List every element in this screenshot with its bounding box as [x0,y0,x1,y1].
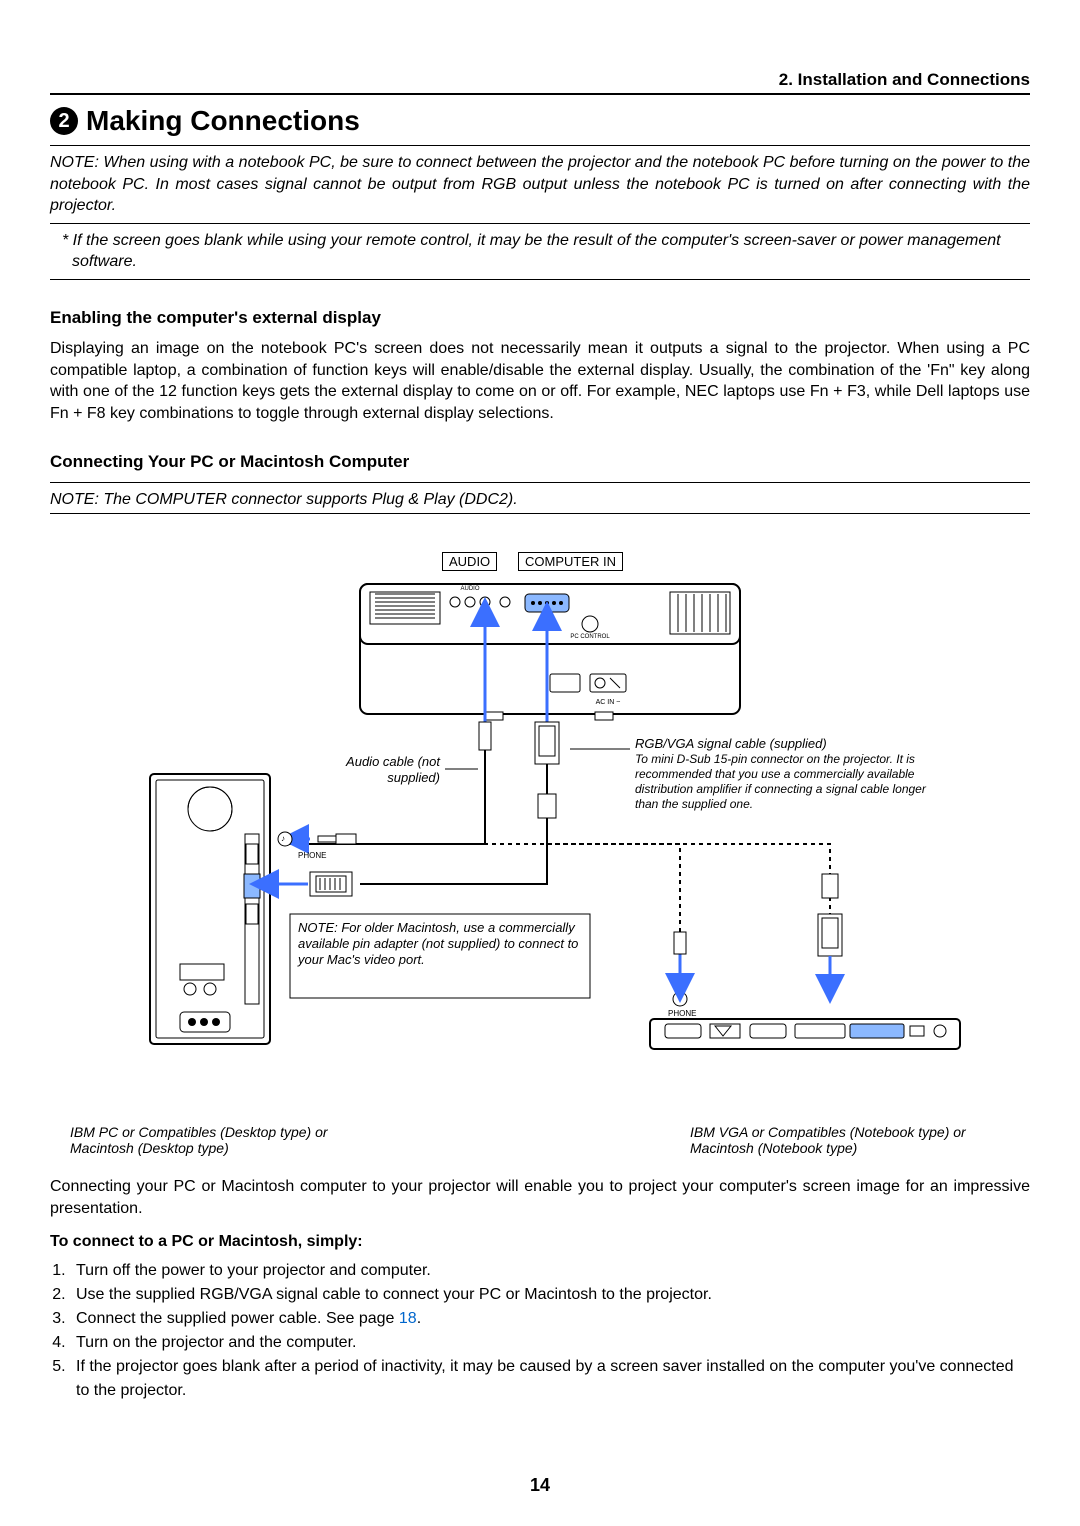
step-2: Use the supplied RGB/VGA signal cable to… [70,1283,1030,1307]
step-5: If the projector goes blank after a peri… [70,1355,1030,1403]
svg-text:PHONE: PHONE [298,851,326,860]
divider [50,279,1030,280]
caption-left: IBM PC or Compatibles (Desktop type) or … [70,1124,390,1156]
svg-text:♪: ♪ [678,994,682,1003]
step-3-text: Connect the supplied power cable. See pa… [76,1310,399,1327]
connect-heading: To connect to a PC or Macintosh, simply: [50,1231,1030,1253]
rgb-title: RGB/VGA signal cable (supplied) [635,736,935,752]
step-4: Turn on the projector and the computer. [70,1331,1030,1355]
chapter-header: 2. Installation and Connections [50,70,1030,95]
step-1: Turn off the power to your projector and… [70,1259,1030,1283]
section-number-icon: 2 [50,107,78,135]
note-ddc2: NOTE: The COMPUTER connector supports Pl… [50,489,1030,511]
note-sub: * If the screen goes blank while using y… [50,230,1030,273]
divider [50,513,1030,514]
rgb-body: To mini D-Sub 15-pin connector on the pr… [635,752,935,812]
svg-text:AUDIO: AUDIO [460,586,479,592]
mac-note: NOTE: For older Macintosh, use a commerc… [298,920,582,969]
label-computer-in: COMPUTER IN [518,552,623,571]
page-number: 14 [0,1475,1080,1496]
body-connecting: Connecting your PC or Macintosh computer… [50,1176,1030,1219]
connection-diagram: PC CONTROL AUDIO AC IN ~ [50,544,1030,1104]
diagram-captions: IBM PC or Compatibles (Desktop type) or … [70,1124,1010,1156]
label-audio-cable: Audio cable (not supplied) [330,754,440,787]
caption-right: IBM VGA or Compatibles (Notebook type) o… [690,1124,1010,1156]
step-3: Connect the supplied power cable. See pa… [70,1307,1030,1331]
divider [50,482,1030,483]
note-main: NOTE: When using with a notebook PC, be … [50,152,1030,217]
audio-cable-text: Audio cable (not supplied) [346,754,440,785]
subheading-connecting: Connecting Your PC or Macintosh Computer [50,452,1030,472]
body-external-display: Displaying an image on the notebook PC's… [50,338,1030,424]
label-audio: AUDIO [442,552,497,571]
page-link-18[interactable]: 18 [399,1310,417,1327]
connect-steps: Turn off the power to your projector and… [70,1259,1030,1403]
subheading-external-display: Enabling the computer's external display [50,308,1030,328]
label-rgb: RGB/VGA signal cable (supplied) To mini … [635,736,935,812]
svg-text:AC IN ~: AC IN ~ [596,699,621,706]
section-title-text: Making Connections [86,105,360,137]
svg-text:♪: ♪ [281,834,285,843]
svg-text:PHONE: PHONE [668,1009,696,1018]
divider [50,145,1030,146]
svg-text:PC CONTROL: PC CONTROL [570,634,610,640]
divider [50,223,1030,224]
section-title: 2 Making Connections [50,105,1030,137]
diagram-svg: PC CONTROL AUDIO AC IN ~ [50,544,1030,1104]
